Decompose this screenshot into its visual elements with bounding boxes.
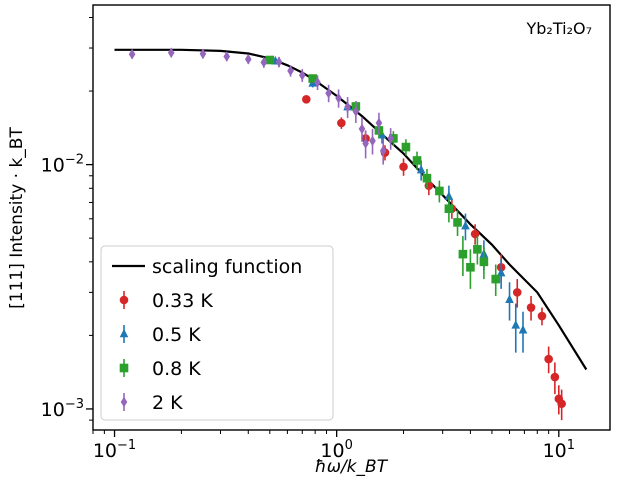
data-point <box>537 311 547 321</box>
data-point <box>223 51 231 62</box>
y-tick-label: 10−2 <box>41 153 84 177</box>
data-point <box>466 262 475 272</box>
scaling-function-curve <box>114 48 588 371</box>
data-point <box>458 249 468 259</box>
data-point <box>401 142 411 152</box>
legend-marker-swatch <box>120 396 128 408</box>
plot-frame <box>92 4 611 431</box>
data-point <box>287 65 294 77</box>
material-annotation: Yb₂Ti₂O₇ <box>526 19 593 38</box>
legend: scaling function 0.33 K 0.5 K 0.8 K 2 K <box>100 245 334 421</box>
data-point <box>444 204 454 213</box>
data-point <box>314 77 321 88</box>
data-point <box>473 245 482 254</box>
x-axis-label: ħω/k_BT <box>315 457 389 477</box>
legend-marker-swatch <box>119 295 129 305</box>
line-series-layer <box>114 48 588 371</box>
legend-items: scaling function 0.33 K 0.5 K 0.8 K 2 K <box>112 256 302 414</box>
data-point <box>444 191 454 200</box>
data-point <box>491 274 501 284</box>
x-tick-label: 100 <box>320 438 352 462</box>
data-point <box>275 56 283 68</box>
data-point <box>352 106 360 117</box>
data-point <box>550 372 560 382</box>
data-point <box>199 48 207 60</box>
data-point <box>298 70 306 81</box>
data-point <box>128 48 136 60</box>
data-point <box>511 319 521 329</box>
data-point <box>265 55 275 65</box>
y-tick-label: 10−3 <box>41 397 84 421</box>
data-point <box>453 218 462 227</box>
data-point <box>362 138 369 149</box>
data-point <box>344 101 351 113</box>
legend-box <box>100 245 334 421</box>
x-tick-label: 101 <box>543 438 575 462</box>
data-point <box>335 92 342 104</box>
data-point <box>526 303 536 312</box>
legend-marker-swatch <box>119 363 129 373</box>
data-point <box>325 87 332 99</box>
data-point <box>496 267 506 277</box>
data-point <box>518 324 528 334</box>
data-point <box>308 74 317 83</box>
legend-label: scaling function <box>152 256 302 278</box>
data-point <box>369 135 376 147</box>
data-point <box>479 257 489 267</box>
data-point <box>557 399 566 409</box>
data-point <box>461 220 470 230</box>
legend-label: 0.5 K <box>152 324 201 346</box>
data-point <box>358 123 366 135</box>
data-point <box>412 156 422 165</box>
data-point <box>302 95 311 104</box>
y-axis-label: [111] Intensity · k_BT <box>7 127 27 309</box>
x-tick-label: 10−1 <box>93 438 136 462</box>
data-point <box>505 294 514 303</box>
data-point <box>435 186 444 196</box>
data-point <box>424 181 434 190</box>
data-point <box>375 117 383 129</box>
data-point <box>544 354 553 364</box>
legend-label: 0.8 K <box>152 358 201 380</box>
data-point <box>399 162 408 172</box>
legend-label: 2 K <box>152 392 183 414</box>
data-point <box>244 53 252 65</box>
data-point <box>260 57 268 68</box>
axis-ticks-layer: 10−1 100 101 10−3 10−2 <box>41 16 575 462</box>
legend-marker-swatch <box>119 328 129 338</box>
data-point <box>422 173 432 183</box>
legend-label: 0.33 K <box>152 290 213 312</box>
data-point <box>337 118 346 128</box>
data-point <box>167 47 175 59</box>
data-point <box>379 145 387 157</box>
data-point <box>512 288 522 297</box>
data-point <box>416 164 426 174</box>
data-points-layer <box>128 47 566 421</box>
data-point <box>387 133 394 144</box>
